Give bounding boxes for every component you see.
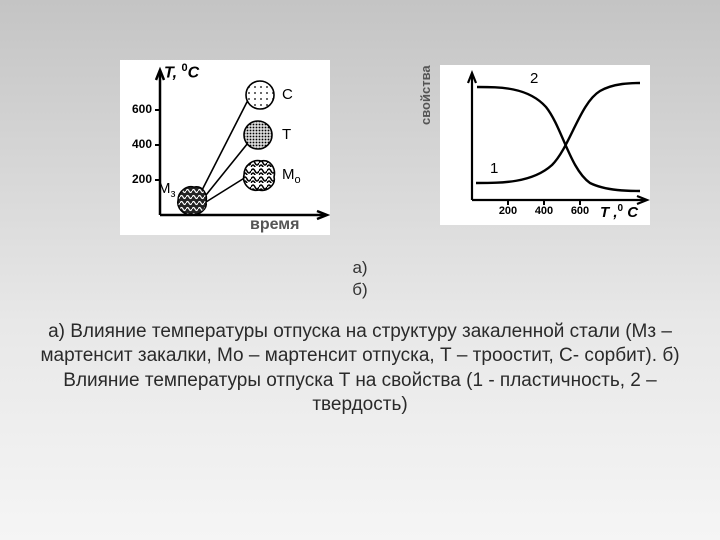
caption-b: б) [0,280,720,300]
panel-a-label-Mo: Мо [282,166,301,186]
panel-a-y-unit: C [188,64,200,81]
panel-b-x-T: T , [600,204,618,221]
panel-b-x-sup: 0 [618,203,624,214]
panel-a-ytick-200: 200 [124,172,152,186]
panel-a-origin-M: М [158,180,171,197]
panel-b-svg: 1 2 [440,65,650,225]
panel-a-origin-sub: з [171,188,176,200]
panel-b-xtick-600: 600 [566,205,594,217]
panel-a-y-title: T, 0C [164,62,199,82]
panel-b-xtick-400: 400 [530,205,558,217]
caption-a: а) [0,258,720,278]
panel-a-label-Mo-sub: о [295,174,301,186]
panel-a: T, 0C 600 400 200 время Мз С Т Мо [120,60,330,235]
body-text: а) Влияние температуры отпуска на структ… [40,320,680,417]
panel-a-label-T: Т [282,126,291,143]
panel-a-origin-label: Мз [158,180,176,200]
panel-a-y-title-T: T, [164,64,181,81]
panel-b-xtick-200: 200 [494,205,522,217]
panel-a-x-title: время [250,216,299,234]
panel-b-x-title: T ,0 С [600,203,638,221]
panel-b-y-title: свойства [418,65,433,125]
panel-b-x-unit: С [627,204,638,221]
panel-a-label-S: С [282,86,293,103]
panel-b-curve2-num: 2 [530,70,538,87]
panel-b: 1 2 свойства 200 400 600 T ,0 С [440,65,650,225]
panel-a-ytick-600: 600 [124,102,152,116]
panel-b-curve1-num: 1 [490,160,498,177]
panel-a-ytick-400: 400 [124,137,152,151]
